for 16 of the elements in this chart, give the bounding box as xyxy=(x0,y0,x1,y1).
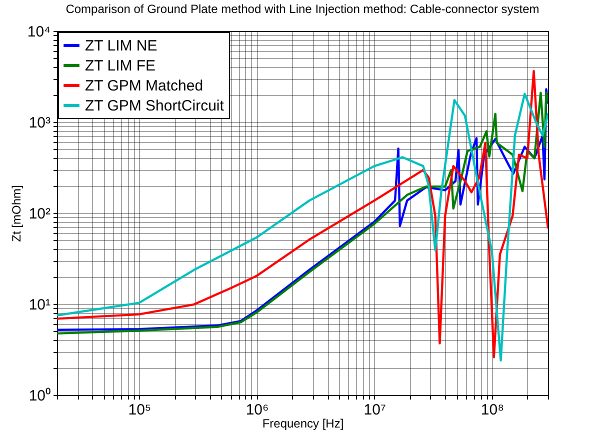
y-tick-label: 10¹ xyxy=(28,296,50,314)
x-tick-label: 10⁷ xyxy=(364,402,386,418)
legend-label: ZT LIM NE xyxy=(85,38,158,54)
y-tick-label: 10⁴ xyxy=(27,24,50,40)
legend-label: ZT LIM FE xyxy=(85,58,156,74)
x-tick-label: 10⁶ xyxy=(246,402,269,418)
x-axis-title: Frequency [Hz] xyxy=(262,416,344,430)
y-tick-label: 10³ xyxy=(28,114,50,132)
legend-label: ZT GPM ShortCircuit xyxy=(85,98,225,114)
x-tick-label: 10⁵ xyxy=(128,402,152,418)
y-tick-label: 10⁰ xyxy=(28,388,50,404)
legend-label: ZT GPM Matched xyxy=(85,78,204,94)
x-tick-label: 10⁸ xyxy=(480,402,504,418)
chart-title: Comparison of Ground Plate method with Line Injection method: Cable-connector system xyxy=(66,2,540,16)
y-tick-label: 10² xyxy=(28,206,50,222)
y-axis-title: Zt [mOhm] xyxy=(9,185,24,242)
